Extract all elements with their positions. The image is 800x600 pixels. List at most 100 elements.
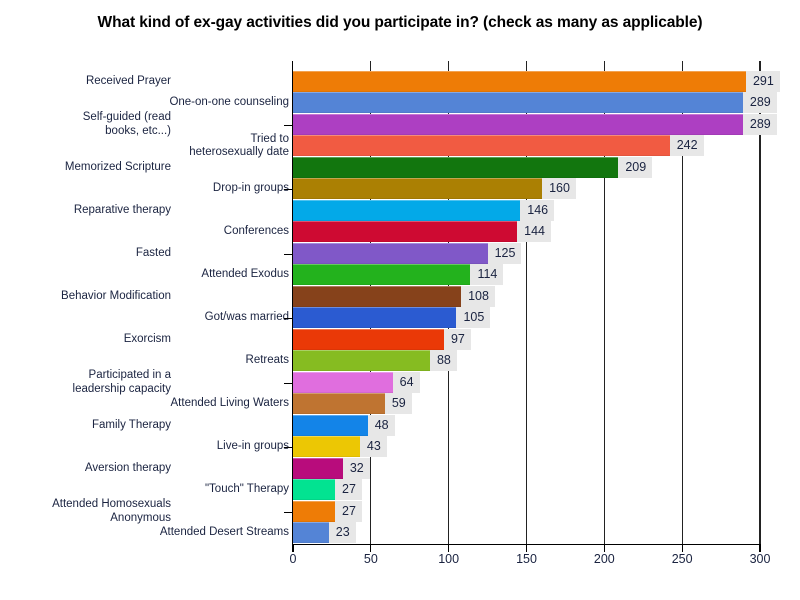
bar-row: 289 [293, 92, 777, 113]
gridline [681, 61, 683, 544]
bar-row: 88 [293, 350, 457, 371]
bar[interactable] [293, 457, 343, 479]
y-axis-line [292, 61, 294, 544]
bar-value-label: 43 [359, 436, 387, 457]
bar[interactable] [293, 393, 385, 414]
bar-row: 97 [293, 328, 471, 350]
plot-area: 291 289 289 242 209 160 146 144 125 114 108 105 97 88… [292, 61, 780, 546]
bar-value-label: 88 [429, 350, 457, 371]
bar-row: 289 [293, 113, 777, 135]
bar-value-label: 108 [461, 285, 495, 307]
category-tick-mark [284, 253, 293, 255]
category-tick-mark [284, 511, 293, 513]
bar[interactable] [293, 500, 336, 522]
bar-row: 209 [293, 156, 653, 178]
bar-value-label: 209 [618, 156, 653, 178]
bar-row: 27 [293, 500, 362, 522]
x-tick-mark [292, 544, 294, 552]
x-tick-mark [603, 544, 605, 552]
category-label: Self-guided (read books, etc...) [82, 111, 171, 137]
category-label: Reparative therapy [73, 203, 171, 216]
category-label: Got/was married [204, 311, 289, 324]
bar-value-label: 242 [669, 135, 704, 156]
x-axis-ticks: 0 50 100 150 200 250 300 [289, 544, 770, 572]
category-label: "Touch" Therapy [204, 483, 289, 496]
bar-row: 32 [293, 457, 370, 479]
bar[interactable] [293, 92, 743, 113]
bar-rows: 291 289 289 242 209 160 146 144 125 114 108 105 97 88… [293, 61, 780, 544]
category-label: Live-in groups [216, 440, 289, 453]
category-label: Attended Living Waters [170, 397, 289, 410]
bar[interactable] [293, 221, 518, 242]
bar[interactable] [293, 285, 462, 307]
bar[interactable] [293, 328, 444, 350]
bar-row: 146 [293, 199, 555, 221]
bar-row: 23 [293, 522, 356, 543]
bar[interactable] [293, 479, 336, 500]
bar[interactable] [293, 135, 670, 156]
bar-value-label: 114 [470, 264, 504, 285]
bar-value-label: 23 [328, 522, 356, 543]
category-tick-mark [284, 124, 293, 126]
x-tick-mark [448, 544, 450, 552]
bar[interactable] [293, 350, 430, 371]
category-label: Received Prayer [85, 74, 171, 87]
bar-value-label: 144 [517, 221, 552, 242]
category-label: Exorcism [123, 332, 171, 345]
bar[interactable] [293, 436, 360, 457]
category-label: Aversion therapy [84, 461, 171, 474]
bar-value-label: 64 [392, 371, 420, 393]
bar[interactable] [293, 156, 619, 178]
bar-value-label: 289 [742, 92, 777, 113]
bar-value-label: 125 [487, 242, 522, 264]
x-tick-label: 300 [749, 552, 771, 566]
bar-row: 291 [293, 70, 780, 92]
bar[interactable] [293, 264, 471, 285]
bar[interactable] [293, 371, 393, 393]
bar-value-label: 27 [335, 479, 362, 500]
bar[interactable] [293, 113, 743, 135]
category-label: One-on-one counseling [169, 96, 289, 109]
bar-value-label: 291 [745, 70, 780, 92]
bar[interactable] [293, 242, 488, 264]
bar[interactable] [293, 522, 329, 543]
bar-value-label: 59 [384, 393, 412, 414]
chart-title: What kind of ex-gay activities did you p… [97, 14, 703, 31]
bar-row: 108 [293, 285, 495, 307]
bar-value-label: 48 [367, 414, 395, 436]
bar-row: 160 [293, 178, 576, 199]
bar-row: 105 [293, 307, 491, 328]
category-label: Fasted [135, 246, 171, 259]
bar-row: 64 [293, 371, 420, 393]
bar-value-label: 146 [520, 199, 555, 221]
category-tick-mark [284, 447, 293, 449]
bar[interactable] [293, 199, 521, 221]
category-axis-labels: Received Prayer One-on-one counseling Self… [0, 61, 293, 544]
category-label: Attended Homosexuals Anonymous [52, 498, 171, 524]
gridline [603, 61, 605, 544]
bar-value-label: 32 [342, 457, 370, 479]
x-tick-label: 250 [671, 552, 693, 566]
x-tick-mark [525, 544, 528, 552]
category-label: Memorized Scripture [64, 160, 171, 173]
x-tick-label: 0 [289, 552, 297, 566]
bar-row: 59 [293, 393, 412, 414]
category-label: Behavior Modification [61, 289, 171, 302]
bar[interactable] [293, 70, 746, 92]
category-label: Family Therapy [91, 418, 171, 431]
bar[interactable] [293, 414, 368, 436]
x-tick-label: 50 [363, 552, 378, 566]
bar[interactable] [293, 307, 457, 328]
bar-row: 144 [293, 221, 552, 242]
bar-value-label: 27 [335, 500, 362, 522]
bar-row: 242 [293, 135, 704, 156]
category-label: Participated in a leadership capacity [72, 369, 171, 395]
category-label: Conferences [223, 225, 289, 238]
bar-row: 27 [293, 479, 362, 500]
bar-value-label: 160 [542, 178, 576, 199]
bar[interactable] [293, 178, 543, 199]
bar-value-label: 289 [742, 113, 777, 135]
bar-row: 43 [293, 436, 387, 457]
x-tick-label: 150 [516, 552, 537, 566]
x-tick-mark [370, 544, 372, 552]
